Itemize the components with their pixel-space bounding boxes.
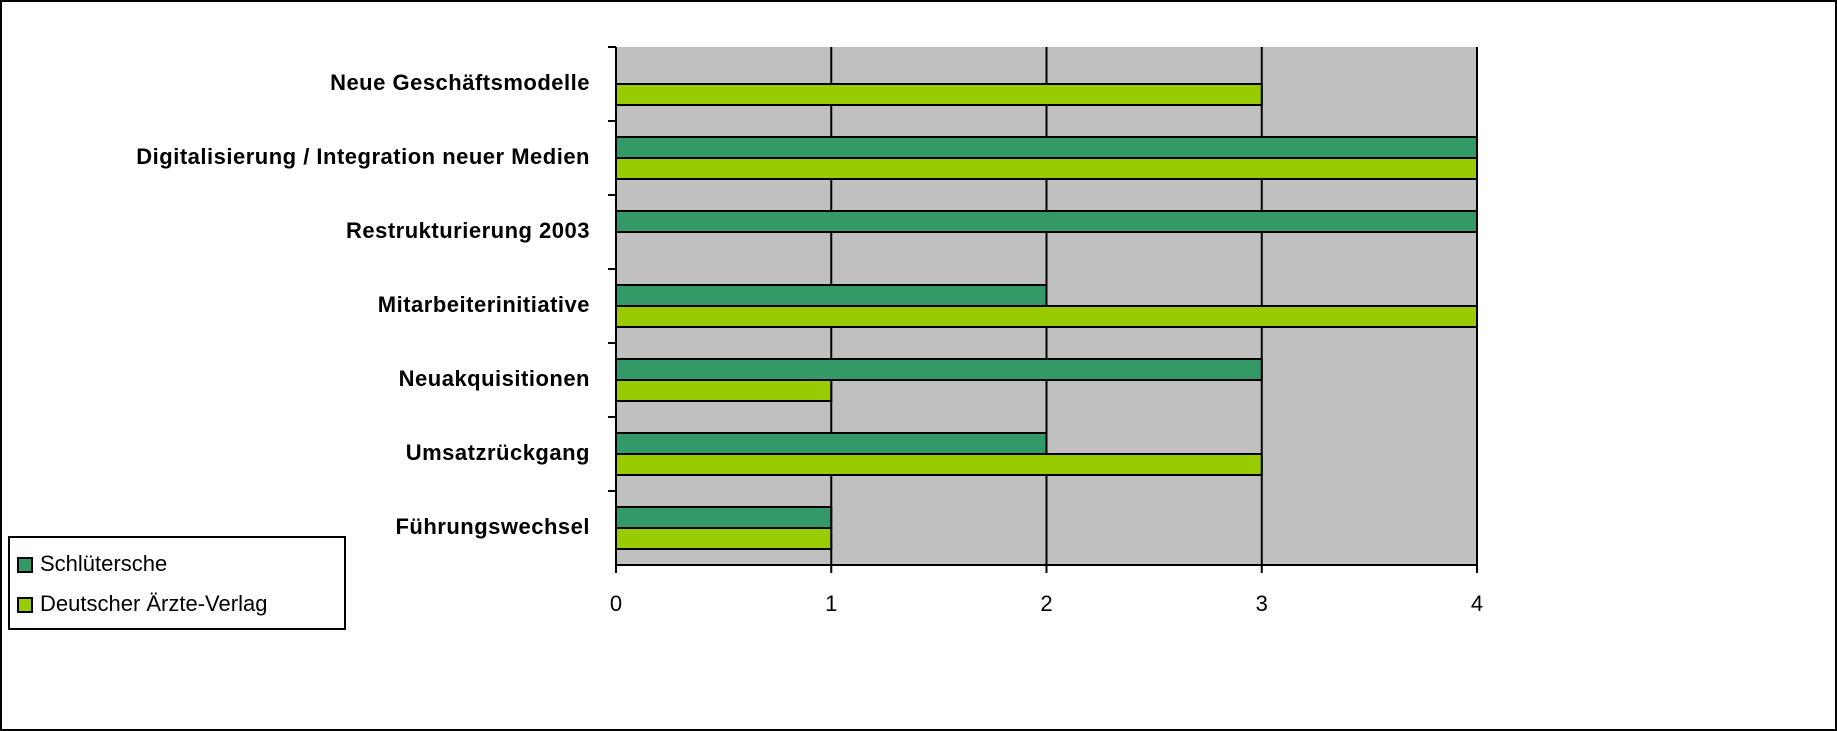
y-tick-label: Neue Geschäftsmodelle xyxy=(330,70,590,95)
bar xyxy=(615,83,1263,106)
x-tick-label: 3 xyxy=(1256,591,1268,616)
bar xyxy=(615,136,1478,159)
bar xyxy=(615,379,833,402)
bar xyxy=(615,157,1478,180)
x-tick-label: 0 xyxy=(610,591,622,616)
bar xyxy=(615,305,1478,328)
bar xyxy=(615,506,833,529)
legend-swatch xyxy=(17,597,33,613)
bar xyxy=(615,210,1478,233)
bar xyxy=(615,432,1048,455)
x-tick-label: 4 xyxy=(1471,591,1483,616)
legend-label: Schlütersche xyxy=(40,551,167,576)
bar xyxy=(615,453,1263,476)
y-tick-label: Restrukturierung 2003 xyxy=(346,218,590,243)
y-tick-label: Führungswechsel xyxy=(395,514,590,539)
legend-label: Deutscher Ärzte-Verlag xyxy=(40,591,267,616)
y-tick-label: Umsatzrückgang xyxy=(406,440,590,465)
y-tick-label: Neuakquisitionen xyxy=(399,366,590,391)
x-tick-label: 2 xyxy=(1040,591,1052,616)
bar xyxy=(615,527,833,550)
bar xyxy=(615,284,1048,307)
legend-swatch xyxy=(17,557,33,573)
y-tick-label: Digitalisierung / Integration neuer Medi… xyxy=(136,144,590,169)
y-tick-label: Mitarbeiterinitiative xyxy=(378,292,590,317)
x-tick-label: 1 xyxy=(825,591,837,616)
legend-box xyxy=(8,536,346,630)
bar xyxy=(615,358,1263,381)
